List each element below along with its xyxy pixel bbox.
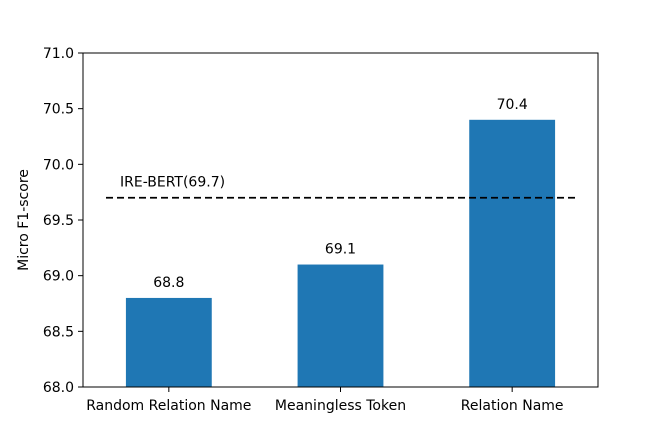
bar <box>297 264 384 387</box>
x-tick-label: Random Relation Name <box>86 398 251 414</box>
bar-value-label: 70.4 <box>497 97 528 113</box>
y-axis-ticks: 68.0 68.5 69.0 69.5 70.0 70.5 71.0 <box>43 46 83 396</box>
y-tick-label: 70.5 <box>43 102 74 118</box>
y-tick-label: 69.5 <box>43 213 74 229</box>
y-axis-title: Micro F1-score <box>16 169 32 271</box>
y-tick-label: 71.0 <box>43 46 74 62</box>
y-tick-label: 68.0 <box>43 380 74 396</box>
x-tick-label: Relation Name <box>461 398 564 414</box>
bar <box>125 297 212 387</box>
x-tick-label: Meaningless Token <box>275 398 406 414</box>
reference-line-label: IRE-BERT(69.7) <box>120 175 225 191</box>
y-tick-label: 68.5 <box>43 324 74 340</box>
y-tick-label: 70.0 <box>43 157 74 173</box>
bar-value-labels: 68.8 69.1 70.4 <box>153 97 528 291</box>
bar-value-label: 68.8 <box>153 275 184 291</box>
bar-value-label: 69.1 <box>325 242 356 258</box>
x-axis-ticks: Random Relation Name Meaningless Token Rel… <box>86 387 564 414</box>
y-tick-label: 69.0 <box>43 269 74 285</box>
bar <box>469 119 556 388</box>
plot-frame <box>82 52 599 388</box>
bars <box>125 119 556 388</box>
